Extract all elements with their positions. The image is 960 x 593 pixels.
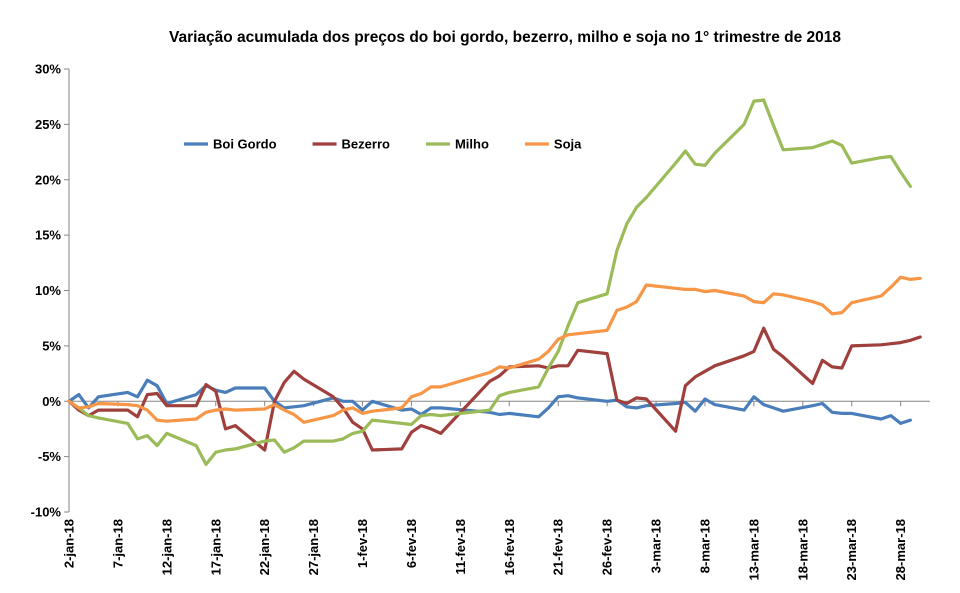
y-tick-label: 15% xyxy=(35,228,61,243)
x-tick-label: 8-mar-18 xyxy=(697,519,712,573)
legend-label-milho: Milho xyxy=(455,137,489,152)
x-tick-label: 21-fev-18 xyxy=(551,519,566,575)
x-axis-ticks: 2-jan-18 7-jan-18 12-jan-18 17-jan-18 22-jan… xyxy=(62,401,908,580)
chart-title: Variação acumulada dos preços do boi gor… xyxy=(169,29,841,46)
x-tick-label: 27-jan-18 xyxy=(306,519,321,575)
y-tick-label: 20% xyxy=(35,172,61,187)
series-line-milho xyxy=(67,98,912,466)
series-lines xyxy=(67,98,922,466)
legend-label-soja: Soja xyxy=(554,137,582,152)
y-tick-label: 0% xyxy=(42,394,61,409)
x-tick-label: 2-jan-18 xyxy=(62,519,77,568)
x-tick-label: 17-jan-18 xyxy=(208,519,223,575)
legend-label-bezerro: Bezerro xyxy=(342,137,390,152)
x-tick-label: 13-mar-18 xyxy=(746,519,761,580)
y-tick-label: 5% xyxy=(42,338,61,353)
x-tick-label: 22-jan-18 xyxy=(257,519,272,575)
y-axis-ticks: 30% 25% 20% 15% 10% 5% 0% -5% -10% xyxy=(31,62,69,520)
chart-axes xyxy=(68,69,930,512)
series-line-soja xyxy=(67,275,922,424)
x-tick-label: 1-fev-18 xyxy=(355,519,370,568)
x-tick-label: 11-fev-18 xyxy=(453,519,468,575)
x-tick-label: 3-mar-18 xyxy=(649,519,664,573)
legend: Boi Gordo Bezerro Milho Soja xyxy=(184,137,582,152)
y-tick-label: 30% xyxy=(35,62,61,77)
y-tick-label: -5% xyxy=(38,449,62,464)
y-tick-label: 25% xyxy=(35,117,61,132)
x-tick-label: 7-jan-18 xyxy=(110,519,125,568)
x-tick-label: 6-fev-18 xyxy=(404,519,419,568)
x-tick-label: 26-fev-18 xyxy=(600,519,615,575)
y-tick-label: 10% xyxy=(35,283,61,298)
series-line-boi-gordo xyxy=(67,378,912,425)
x-tick-label: 28-mar-18 xyxy=(893,519,908,580)
x-tick-label: 18-mar-18 xyxy=(795,519,810,580)
series-line-bezerro xyxy=(67,326,922,452)
x-tick-label: 12-jan-18 xyxy=(159,519,174,575)
x-tick-label: 23-mar-18 xyxy=(844,519,859,580)
y-tick-label: -10% xyxy=(31,505,62,520)
legend-label-boi-gordo: Boi Gordo xyxy=(213,137,277,152)
x-tick-label: 16-fev-18 xyxy=(502,519,517,575)
